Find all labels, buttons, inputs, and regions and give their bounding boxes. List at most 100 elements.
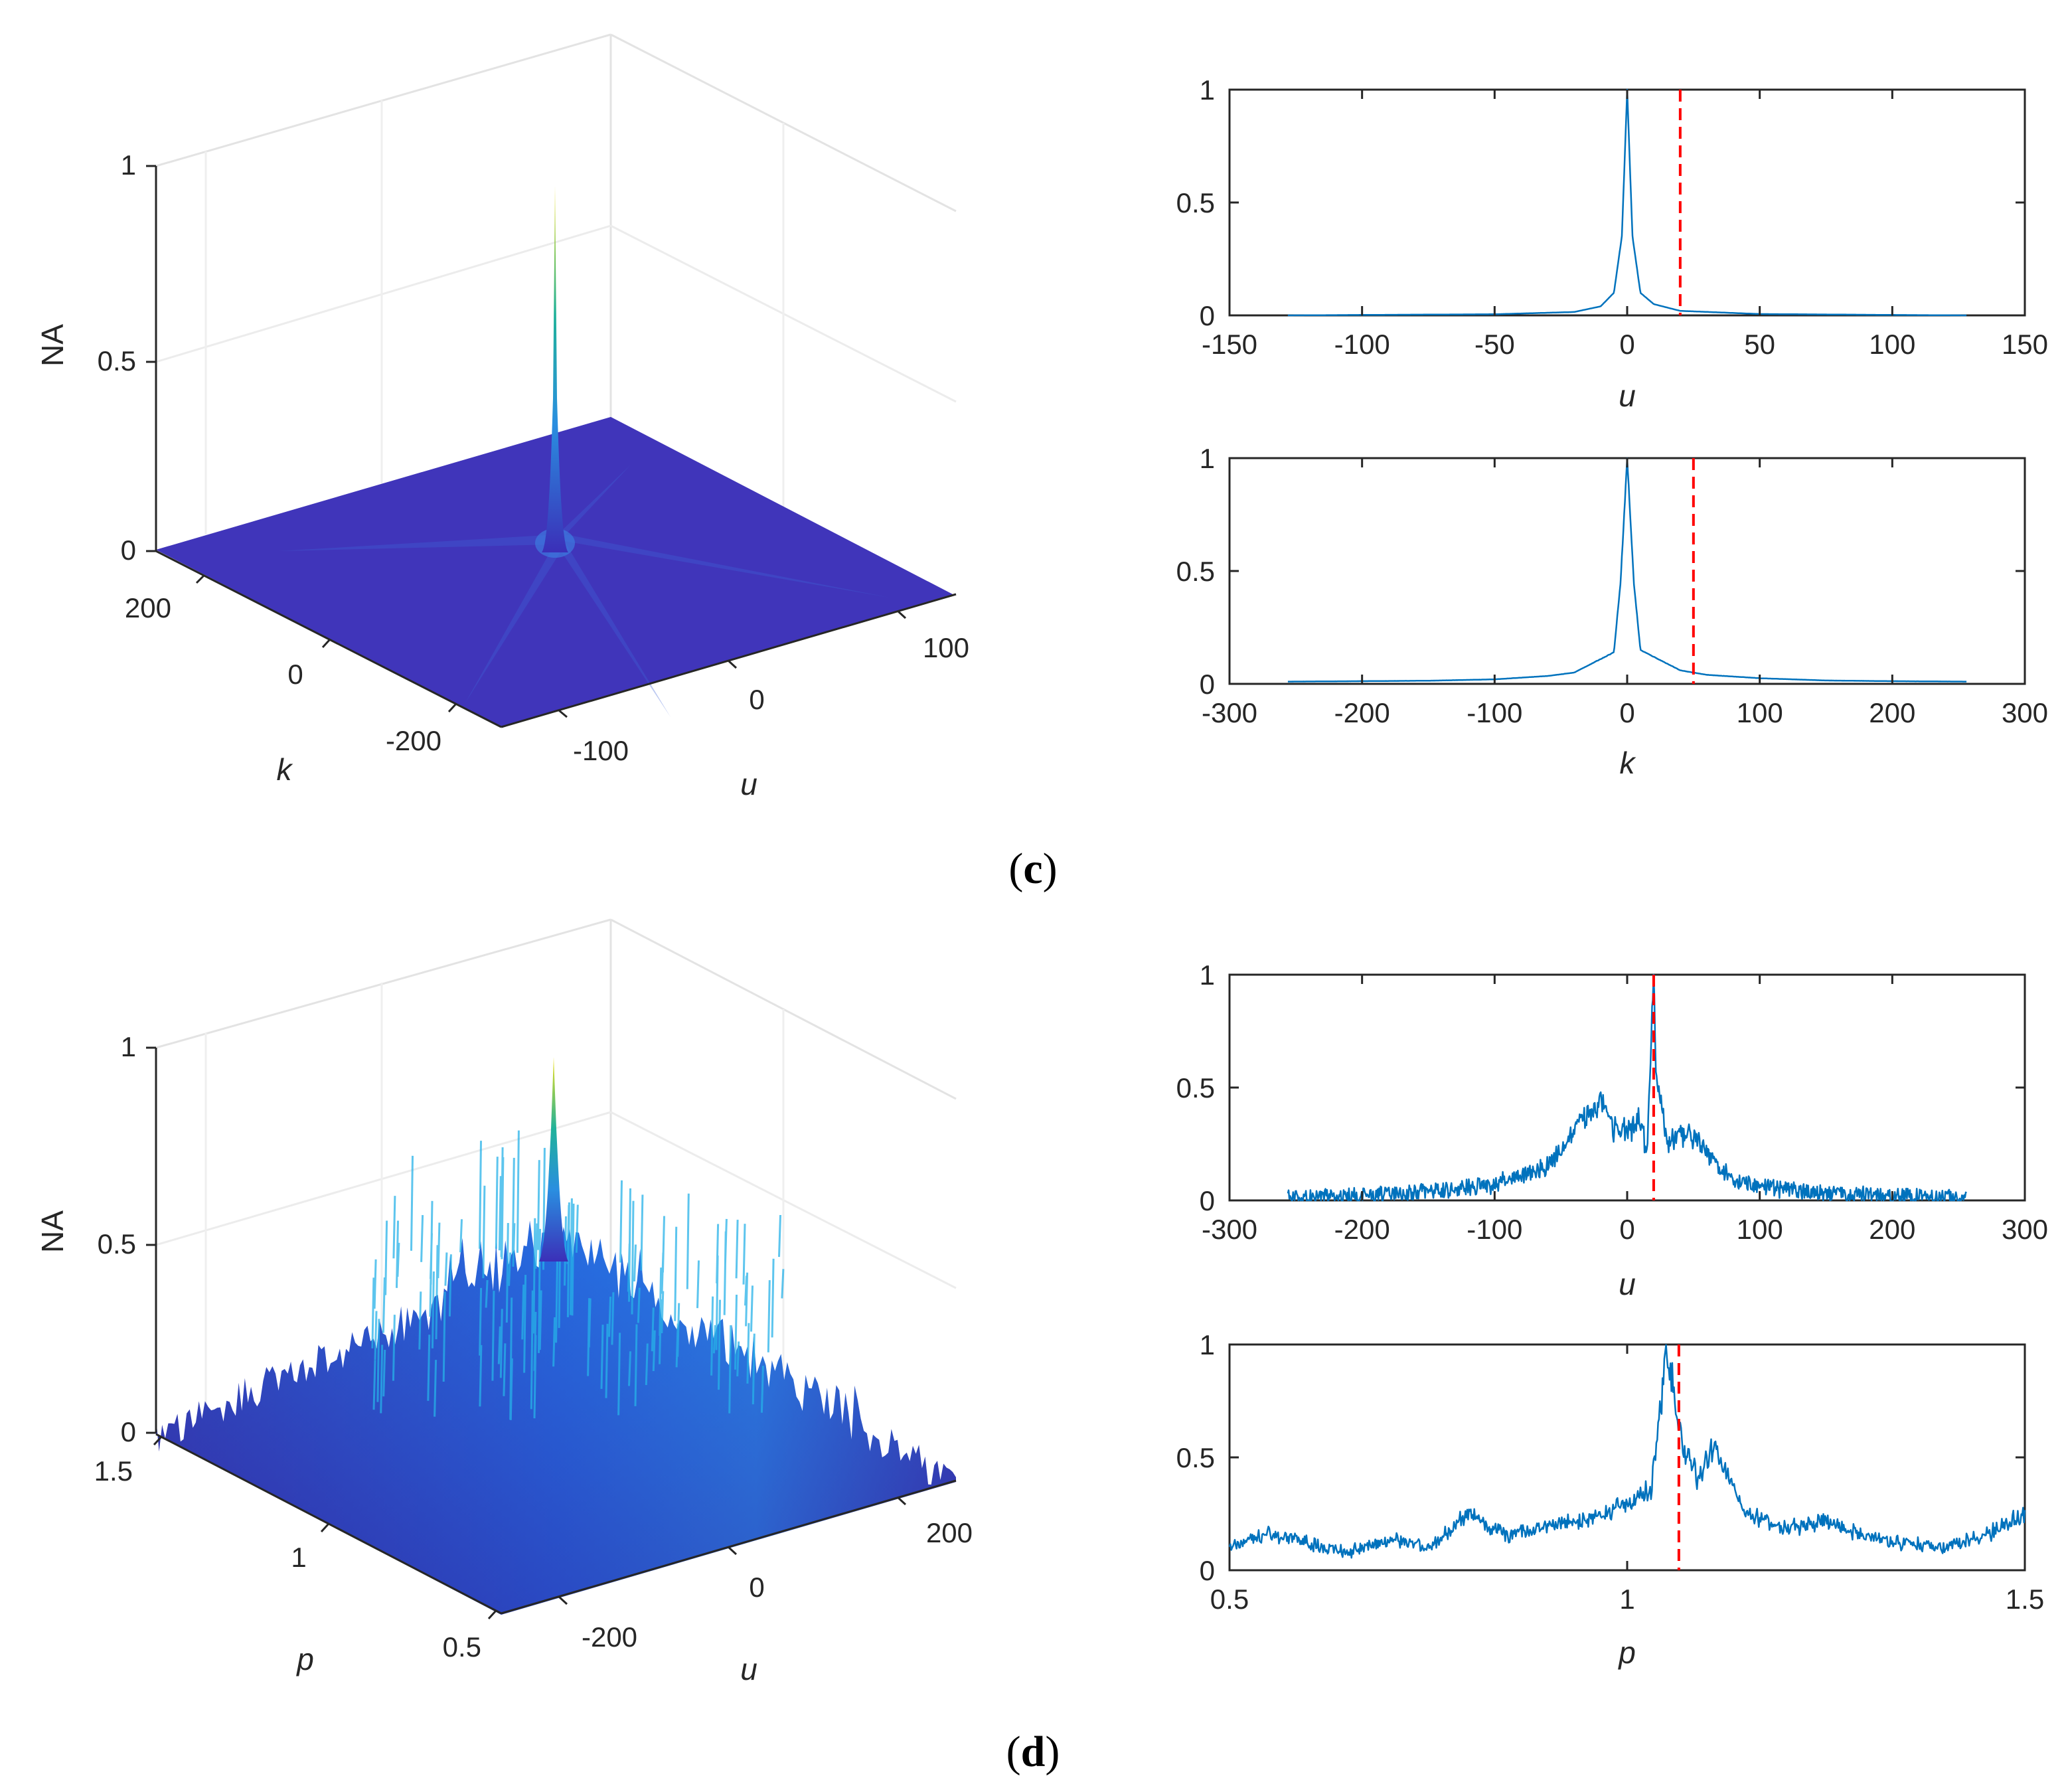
c3d-z-tick-label: 0 bbox=[121, 534, 136, 566]
d3d-p-tick bbox=[487, 1609, 497, 1620]
d3d-surface-spikes bbox=[371, 1130, 785, 1420]
c3d-z-tick-label: 0.5 bbox=[98, 345, 136, 376]
y-tick-label: 0 bbox=[1200, 669, 1215, 700]
d3d-u-tick-label: -200 bbox=[582, 1621, 637, 1653]
x-tick-label: 0 bbox=[1619, 697, 1634, 728]
panel-label-c: (c) bbox=[1008, 845, 1057, 893]
x-tick-label: 200 bbox=[1869, 697, 1915, 728]
x-tick-label: 150 bbox=[2002, 329, 2048, 360]
y-tick-label: 0.5 bbox=[1176, 556, 1215, 587]
d3d-z-tick-label: 1 bbox=[121, 1031, 136, 1062]
d3d-z-axis-label: NA bbox=[35, 1210, 70, 1253]
y-tick-label: 0.5 bbox=[1176, 1072, 1215, 1103]
d3d-p-tick-label: 0.5 bbox=[443, 1631, 481, 1663]
data-line bbox=[1287, 973, 1967, 1202]
x-tick-label: 300 bbox=[2002, 697, 2048, 728]
x-axis-label: k bbox=[1620, 746, 1636, 780]
panel-label-c-letter: c bbox=[1023, 845, 1042, 893]
x-tick-label: 100 bbox=[1737, 697, 1783, 728]
c3d-k-tick-label: -200 bbox=[386, 725, 441, 756]
d3d-z-tick-label: 0.5 bbox=[98, 1228, 136, 1260]
c3d-k-tick bbox=[321, 638, 331, 649]
y-tick-label: 0 bbox=[1200, 1555, 1215, 1586]
c3d-u-tick bbox=[896, 610, 907, 619]
y-tick-label: 1 bbox=[1200, 959, 1215, 991]
d3d-u-axis-label: u bbox=[740, 1652, 757, 1686]
x-tick-label: 0 bbox=[1619, 329, 1634, 360]
x-tick-label: 0.5 bbox=[1210, 1584, 1249, 1615]
x-tick-label: -200 bbox=[1334, 1214, 1390, 1245]
d3d-u-tick-label: 0 bbox=[749, 1572, 764, 1603]
d3d-back-edge bbox=[155, 918, 611, 1049]
data-line bbox=[1228, 1344, 2026, 1559]
c3d-z-tick-label: 1 bbox=[121, 149, 136, 181]
panel-label-d: (d) bbox=[1006, 1728, 1060, 1776]
x-axis-label: u bbox=[1619, 378, 1636, 413]
x-tick-label: 100 bbox=[1869, 329, 1915, 360]
surface-plot-c: 1 0.5 0 NA 200 0 -200 k -100 0 100 u bbox=[35, 33, 969, 801]
y-tick-label: 0 bbox=[1200, 300, 1215, 331]
c3d-u-axis-label: u bbox=[740, 767, 757, 801]
plot-frame bbox=[1228, 88, 2026, 317]
plot-frame bbox=[1228, 973, 2026, 1202]
d3d-p-tick bbox=[153, 1435, 163, 1446]
d3d-grid bbox=[155, 1111, 611, 1246]
c3d-k-tick bbox=[447, 702, 457, 713]
c3d-u-tick bbox=[727, 659, 738, 669]
c3d-k-axis bbox=[155, 550, 502, 728]
y-tick-label: 0 bbox=[1200, 1185, 1215, 1216]
line-plot-d-p: 0.5 1 1.500.51p bbox=[1176, 1329, 2045, 1670]
c3d-z-axis-label: NA bbox=[35, 324, 70, 367]
c3d-u-tick-label: -100 bbox=[573, 735, 629, 766]
line-plot-d-u: -300 -200 -100 0 100 200 300 0 0.5 1 u bbox=[1176, 959, 2048, 1301]
d3d-surface-shade bbox=[156, 1206, 956, 1615]
x-tick-label: 200 bbox=[1869, 1214, 1915, 1245]
c3d-u-tick-label: 100 bbox=[923, 632, 969, 663]
x-axis-label: p bbox=[1617, 1635, 1636, 1670]
d3d-p-axis-label: p bbox=[295, 1642, 314, 1676]
line-plot-c-u: -150 -100 -50 0 50 100 150 0 0.5 1 u bbox=[1176, 74, 2048, 413]
c3d-k-tick-label: 0 bbox=[287, 659, 303, 690]
x-tick-label: 100 bbox=[1737, 1214, 1783, 1245]
line-plot-c-k: -300 -200 -100 0 100 200 300 0 0.5 1 k bbox=[1176, 443, 2048, 780]
d3d-p-tick bbox=[320, 1522, 330, 1533]
d3d-u-tick bbox=[727, 1546, 738, 1556]
d3d-p-tick-label: 1 bbox=[291, 1542, 306, 1573]
x-tick-label: -300 bbox=[1202, 1214, 1257, 1245]
y-tick-label: 1 bbox=[1200, 1329, 1215, 1360]
x-tick-label: -100 bbox=[1467, 697, 1522, 728]
x-tick-label: -300 bbox=[1202, 697, 1257, 728]
x-tick-label: -200 bbox=[1334, 697, 1390, 728]
plot-frame bbox=[1228, 457, 2026, 685]
x-tick-label: 50 bbox=[1744, 329, 1775, 360]
d3d-u-tick-label: 200 bbox=[926, 1517, 973, 1548]
panel-label-d-letter: d bbox=[1021, 1728, 1046, 1776]
x-tick-label: -100 bbox=[1334, 329, 1390, 360]
c3d-u-tick bbox=[558, 709, 568, 718]
c3d-k-axis-label: k bbox=[277, 752, 293, 787]
c3d-surface bbox=[156, 417, 953, 727]
c3d-peak bbox=[542, 186, 568, 552]
x-axis-label: u bbox=[1619, 1267, 1636, 1301]
c3d-back-edge bbox=[155, 33, 611, 167]
x-tick-label: 1.5 bbox=[2006, 1584, 2044, 1615]
x-tick-label: -50 bbox=[1474, 329, 1515, 360]
y-tick-label: 0.5 bbox=[1176, 187, 1215, 218]
d3d-peak bbox=[539, 1057, 568, 1262]
c3d-surface-shade bbox=[156, 417, 953, 727]
x-tick-label: 1 bbox=[1619, 1584, 1634, 1615]
y-tick-label: 1 bbox=[1200, 443, 1215, 474]
d3d-p-tick-label: 1.5 bbox=[94, 1455, 133, 1487]
y-tick-label: 1 bbox=[1200, 74, 1215, 106]
plot-frame bbox=[1228, 1343, 2026, 1572]
y-tick-label: 0.5 bbox=[1176, 1442, 1215, 1473]
c3d-grid bbox=[155, 224, 611, 363]
x-tick-label: 0 bbox=[1619, 1214, 1634, 1245]
x-tick-label: -100 bbox=[1467, 1214, 1522, 1245]
x-tick-label: -150 bbox=[1202, 329, 1257, 360]
d3d-u-tick bbox=[558, 1595, 568, 1605]
d3d-z-tick-label: 0 bbox=[121, 1416, 136, 1447]
c3d-k-tick-label: 200 bbox=[125, 592, 171, 623]
